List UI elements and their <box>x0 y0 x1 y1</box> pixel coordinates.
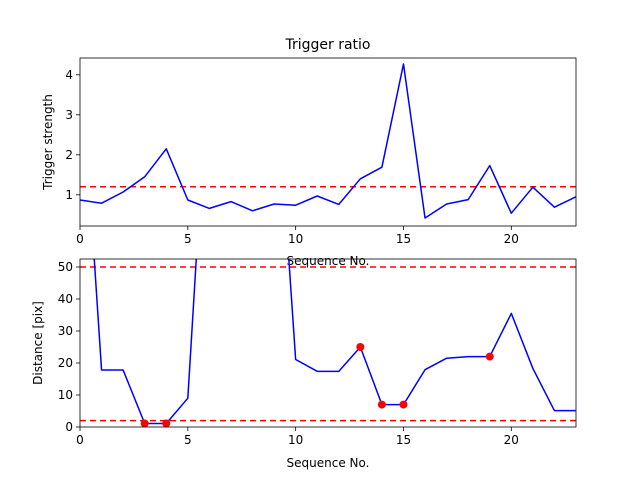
trigger-ratio-subplot: Trigger ratio Sequence No. Trigger stren… <box>41 37 577 268</box>
x-tick-label: 0 <box>76 433 84 447</box>
y-tick-label: 2 <box>65 148 73 162</box>
y-tick-label: 3 <box>65 108 73 122</box>
data-point-marker <box>377 400 386 409</box>
data-point-marker <box>399 400 408 409</box>
distance-subplot: Sequence No. Distance [pix] 0 5 10 15 20 0 10 2… <box>31 258 577 470</box>
y-tick-label: 20 <box>58 356 73 370</box>
y-axis-label: Trigger strength <box>41 94 55 191</box>
y-tick-label: 10 <box>58 388 73 402</box>
data-point-marker <box>485 352 494 361</box>
y-tick-label: 1 <box>65 188 73 202</box>
data-point-marker <box>356 343 365 351</box>
x-tick-label: 0 <box>76 232 84 246</box>
x-tick-label: 5 <box>184 232 192 246</box>
x-tick-label: 15 <box>396 433 411 447</box>
x-axis-label: Sequence No. <box>287 254 370 268</box>
series-line <box>80 63 576 219</box>
axes-frame <box>79 258 577 428</box>
axes-frame <box>79 57 577 227</box>
y-tick-label: 50 <box>58 260 73 274</box>
x-tick-label: 5 <box>184 433 192 447</box>
chart-title: Trigger ratio <box>284 37 370 53</box>
y-tick-label: 4 <box>65 68 73 82</box>
x-tick-label: 10 <box>288 232 303 246</box>
x-tick-label: 20 <box>504 433 519 447</box>
y-tick-label: 40 <box>58 292 73 306</box>
x-tick-label: 20 <box>504 232 519 246</box>
x-axis-label: Sequence No. <box>287 456 370 470</box>
x-tick-label: 10 <box>288 433 303 447</box>
y-axis-label: Distance [pix] <box>31 301 45 385</box>
y-tick-label: 30 <box>58 324 73 338</box>
y-tick-label: 0 <box>65 420 73 434</box>
x-tick-label: 15 <box>396 232 411 246</box>
data-point-marker <box>162 419 171 427</box>
data-point-marker <box>140 419 149 427</box>
